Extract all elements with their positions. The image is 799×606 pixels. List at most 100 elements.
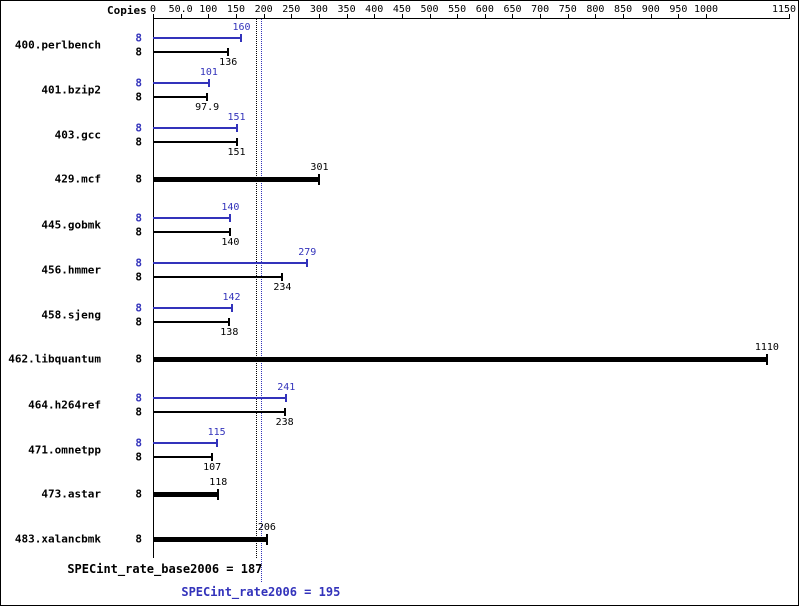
benchmark-label: 400.perlbench bbox=[14, 38, 101, 52]
copies-value: 8 bbox=[135, 391, 142, 405]
bar-end-cap bbox=[228, 318, 231, 326]
single-value-label: 118 bbox=[209, 477, 228, 488]
axis-tick-label: 300 bbox=[309, 4, 328, 15]
single-value-label: 1110 bbox=[754, 342, 779, 353]
copies-axis-title: Copies bbox=[107, 4, 147, 17]
peak-value-label: 101 bbox=[199, 67, 218, 78]
axis-tick-label: 200 bbox=[254, 4, 273, 15]
bar-end-cap bbox=[306, 259, 309, 267]
single-bar bbox=[153, 356, 767, 362]
axis-tick-label: 350 bbox=[337, 4, 356, 15]
base-value-label: 238 bbox=[275, 417, 294, 428]
copies-value: 8 bbox=[135, 172, 142, 186]
copies-value: 8 bbox=[135, 352, 142, 366]
copies-value: 8 bbox=[135, 76, 142, 90]
peak-value-label: 160 bbox=[232, 22, 251, 33]
peak-value-label: 151 bbox=[227, 112, 246, 123]
bar-end-cap bbox=[240, 34, 243, 42]
peak-bar bbox=[153, 217, 231, 219]
benchmark-label: 456.hmmer bbox=[41, 263, 101, 277]
copies-value: 8 bbox=[135, 121, 142, 135]
benchmark-label: 429.mcf bbox=[54, 172, 101, 186]
axis-tick-mark bbox=[678, 14, 680, 19]
base-value-label: 140 bbox=[221, 237, 240, 248]
axis-tick-label: 100 bbox=[199, 4, 218, 15]
axis-tick-mark bbox=[208, 14, 210, 19]
base-value-label: 138 bbox=[220, 327, 239, 338]
peak-bar bbox=[153, 307, 232, 309]
bar-end-cap bbox=[229, 228, 232, 236]
axis-tick-label: 50.0 bbox=[168, 4, 193, 15]
bar-end-cap bbox=[318, 173, 321, 185]
single-bar bbox=[153, 176, 320, 182]
axis-tick-label: 700 bbox=[531, 4, 550, 15]
bar-end-cap bbox=[206, 93, 209, 101]
peak-mean-text: SPECint_rate2006 = 195 bbox=[181, 585, 341, 599]
base-bar bbox=[153, 411, 285, 413]
axis-tick-label: 400 bbox=[365, 4, 384, 15]
base-bar bbox=[153, 321, 230, 323]
benchmark-label: 473.astar bbox=[41, 487, 101, 501]
bar-end-cap bbox=[229, 214, 232, 222]
single-value-label: 301 bbox=[310, 162, 329, 173]
axis-tick-label: 800 bbox=[586, 4, 605, 15]
axis-tick-mark bbox=[540, 14, 542, 19]
peak-bar bbox=[153, 127, 237, 129]
bar-end-cap bbox=[265, 533, 268, 545]
peak-bar bbox=[153, 442, 217, 444]
copies-value: 8 bbox=[135, 135, 142, 149]
axis-tick-label: 900 bbox=[641, 4, 660, 15]
axis-tick-mark bbox=[484, 14, 486, 19]
benchmark-label: 464.h264ref bbox=[28, 398, 101, 412]
axis-tick-mark bbox=[706, 14, 708, 19]
base-bar bbox=[153, 276, 283, 278]
axis-tick-label: 850 bbox=[614, 4, 633, 15]
axis-tick-label: 550 bbox=[448, 4, 467, 15]
axis-tick-label: 950 bbox=[669, 4, 688, 15]
axis-tick-label: 750 bbox=[558, 4, 577, 15]
base-bar bbox=[153, 141, 237, 143]
axis-tick-mark bbox=[401, 14, 403, 19]
axis-tick-label: 600 bbox=[475, 4, 494, 15]
axis-tick-label: 1150 bbox=[771, 4, 797, 15]
benchmark-label: 401.bzip2 bbox=[41, 83, 101, 97]
copies-value: 8 bbox=[135, 211, 142, 225]
bar-end-cap bbox=[215, 439, 218, 447]
bar-end-cap bbox=[235, 138, 238, 146]
base-value-label: 107 bbox=[203, 462, 222, 473]
bar-end-cap bbox=[227, 48, 230, 56]
copies-value: 8 bbox=[135, 90, 142, 104]
axis-tick-mark bbox=[623, 14, 625, 19]
base-bar bbox=[153, 456, 213, 458]
base-bar bbox=[153, 96, 208, 98]
peak-value-label: 241 bbox=[277, 382, 296, 393]
base-bar bbox=[153, 51, 229, 53]
peak-value-label: 140 bbox=[221, 202, 240, 213]
benchmark-label: 458.sjeng bbox=[41, 308, 101, 322]
axis-tick-mark bbox=[374, 14, 376, 19]
base-mean-line bbox=[256, 19, 258, 558]
base-value-label: 234 bbox=[273, 282, 292, 293]
axis-tick-mark bbox=[180, 14, 182, 19]
benchmark-label: 471.omnetpp bbox=[28, 443, 101, 457]
copies-value: 8 bbox=[135, 270, 142, 284]
bar-end-cap bbox=[765, 353, 768, 365]
peak-bar bbox=[153, 37, 242, 39]
bar-end-cap bbox=[281, 273, 284, 281]
axis-tick-label: 250 bbox=[282, 4, 301, 15]
base-bar bbox=[153, 231, 231, 233]
axis-tick-mark bbox=[235, 14, 237, 19]
single-value-label: 206 bbox=[257, 522, 276, 533]
peak-bar bbox=[153, 82, 209, 84]
copies-value: 8 bbox=[135, 31, 142, 45]
x-axis-line bbox=[153, 18, 790, 19]
copies-value: 8 bbox=[135, 315, 142, 329]
axis-tick-mark bbox=[567, 14, 569, 19]
axis-tick-mark bbox=[153, 14, 154, 19]
copies-value: 8 bbox=[135, 450, 142, 464]
axis-tick-mark bbox=[789, 14, 790, 19]
benchmark-label: 403.gcc bbox=[54, 128, 101, 142]
single-bar bbox=[153, 491, 219, 497]
axis-tick-label: 1000 bbox=[693, 4, 719, 15]
